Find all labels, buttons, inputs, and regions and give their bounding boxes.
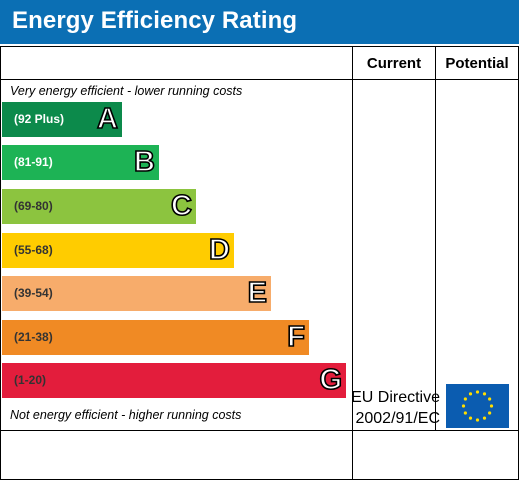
current-column-divider (352, 47, 353, 479)
rating-table: Current Potential Very energy efficient … (0, 46, 519, 480)
rating-band-range: (55-68) (14, 243, 53, 257)
potential-column-header: Potential (445, 55, 509, 72)
eu-star-icon (489, 404, 494, 408)
eu-star-icon (461, 404, 466, 408)
eu-star-icon (482, 416, 487, 420)
page-title: Energy Efficiency Rating (12, 7, 298, 34)
rating-band-range: (92 Plus) (14, 112, 65, 126)
rating-band-d: (55-68) D (2, 233, 234, 268)
eu-directive-text: EU Directive 2002/91/EC (351, 387, 440, 429)
top-note: Very energy efficient - lower running co… (10, 84, 243, 98)
rating-band-letter: B (133, 145, 156, 179)
eu-star-icon (488, 411, 492, 415)
eu-star-icon (468, 392, 473, 396)
eu-star-icon (488, 397, 492, 401)
current-column-header: Current (366, 55, 422, 72)
rating-band-letter: E (247, 276, 268, 310)
bottom-note: Not energy efficient - higher running co… (10, 408, 242, 422)
footer-row-divider (1, 430, 518, 431)
rating-band-f: (21-38) F (2, 320, 309, 355)
rating-band-range: (1-20) (14, 373, 47, 387)
eu-star-icon (468, 416, 473, 420)
rating-band-g: (1-20) G (2, 363, 346, 398)
eu-directive-line2: 2002/91/EC (355, 410, 440, 427)
rating-band-letter: G (319, 363, 343, 397)
eu-directive-line1: EU Directive (351, 389, 440, 406)
rating-band-range: (21-38) (14, 330, 53, 344)
potential-column-divider (435, 47, 436, 431)
eu-star-icon (463, 411, 467, 415)
eu-star-icon (475, 390, 480, 394)
rating-band-e: (39-54) E (2, 276, 271, 311)
rating-band-b: (81-91) B (2, 145, 159, 180)
eu-star-icon (482, 392, 487, 396)
eu-flag-icon (446, 384, 509, 428)
rating-band-letter: A (96, 102, 119, 136)
rating-band-a: (92 Plus) A (2, 102, 122, 137)
rating-band-range: (69-80) (14, 199, 53, 213)
rating-band-letter: D (208, 233, 231, 267)
rating-band-letter: C (170, 189, 193, 223)
header-row-divider (1, 79, 518, 80)
eu-star-icon (475, 418, 480, 422)
eu-star-icon (463, 397, 467, 401)
rating-band-range: (39-54) (14, 286, 53, 300)
rating-band-letter: F (286, 320, 305, 354)
rating-band-c: (69-80) C (2, 189, 196, 224)
rating-band-range: (81-91) (14, 155, 53, 169)
header-bar: Energy Efficiency Rating (0, 0, 519, 44)
